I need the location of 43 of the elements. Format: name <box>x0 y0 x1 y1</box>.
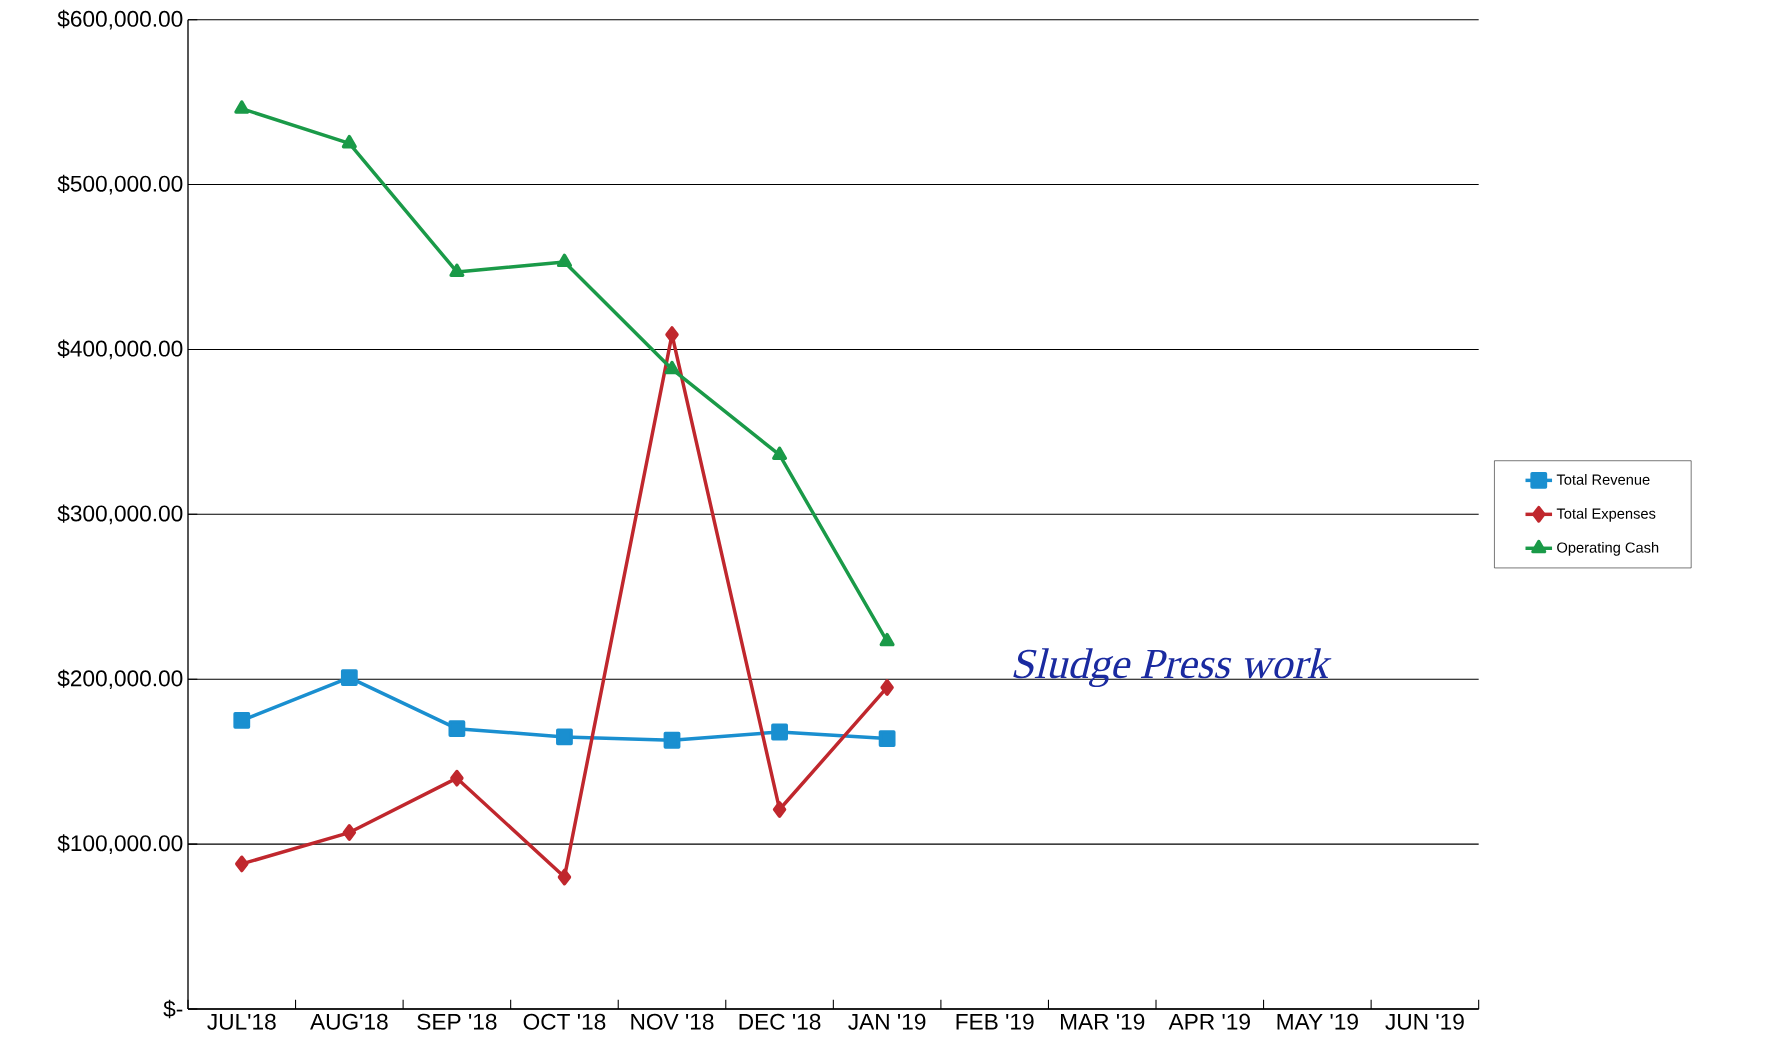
point <box>664 360 680 375</box>
point <box>233 712 251 729</box>
x-tick-label: SEP '18 <box>417 1013 497 1030</box>
point <box>448 720 466 738</box>
y-tick-label: $300,000.00 <box>57 504 183 525</box>
point <box>878 730 896 747</box>
point <box>663 731 681 749</box>
point <box>556 253 572 268</box>
point <box>450 769 464 787</box>
legend-label: Total Expenses <box>1556 508 1656 522</box>
point <box>772 801 787 818</box>
x-tick-label: JUL'18 <box>207 1013 276 1030</box>
x-tick-label: JAN '19 <box>848 1013 926 1030</box>
point <box>772 446 788 461</box>
x-tick-label: AUG'18 <box>310 1013 388 1030</box>
point <box>342 824 357 841</box>
x-tick-label: DEC '18 <box>739 1013 821 1030</box>
x-tick-label: NOV '18 <box>631 1013 714 1030</box>
point <box>341 134 357 149</box>
y-tick-label: $600,000.00 <box>57 9 183 30</box>
point <box>556 728 573 746</box>
point <box>234 100 250 114</box>
y-tick-label: $500,000.00 <box>57 174 183 195</box>
point <box>235 855 249 873</box>
y-tick-label: $400,000.00 <box>57 339 183 360</box>
x-tick-label: MAY '19 <box>1277 1013 1358 1030</box>
point <box>557 868 572 886</box>
point <box>340 669 358 686</box>
y-tick-label: $- <box>163 999 183 1019</box>
point <box>879 632 895 647</box>
annotation: Sludge Press work <box>1013 648 1332 688</box>
x-tick-label: FEB '19 <box>956 1013 1034 1030</box>
y-tick-label: $100,000.00 <box>57 834 183 854</box>
point <box>880 679 894 696</box>
legend-label: Operating Cash <box>1557 541 1659 556</box>
point <box>771 723 788 741</box>
legend-label: Total Revenue <box>1556 474 1650 485</box>
y-tick-label: $200,000.00 <box>57 669 183 690</box>
x-tick-label: OCT '18 <box>523 1013 606 1030</box>
point <box>449 263 465 278</box>
x-tick-label: APR '19 <box>1168 1013 1250 1030</box>
x-tick-label: JUN '19 <box>1385 1013 1464 1030</box>
x-tick-label: MAR '19 <box>1060 1013 1145 1030</box>
